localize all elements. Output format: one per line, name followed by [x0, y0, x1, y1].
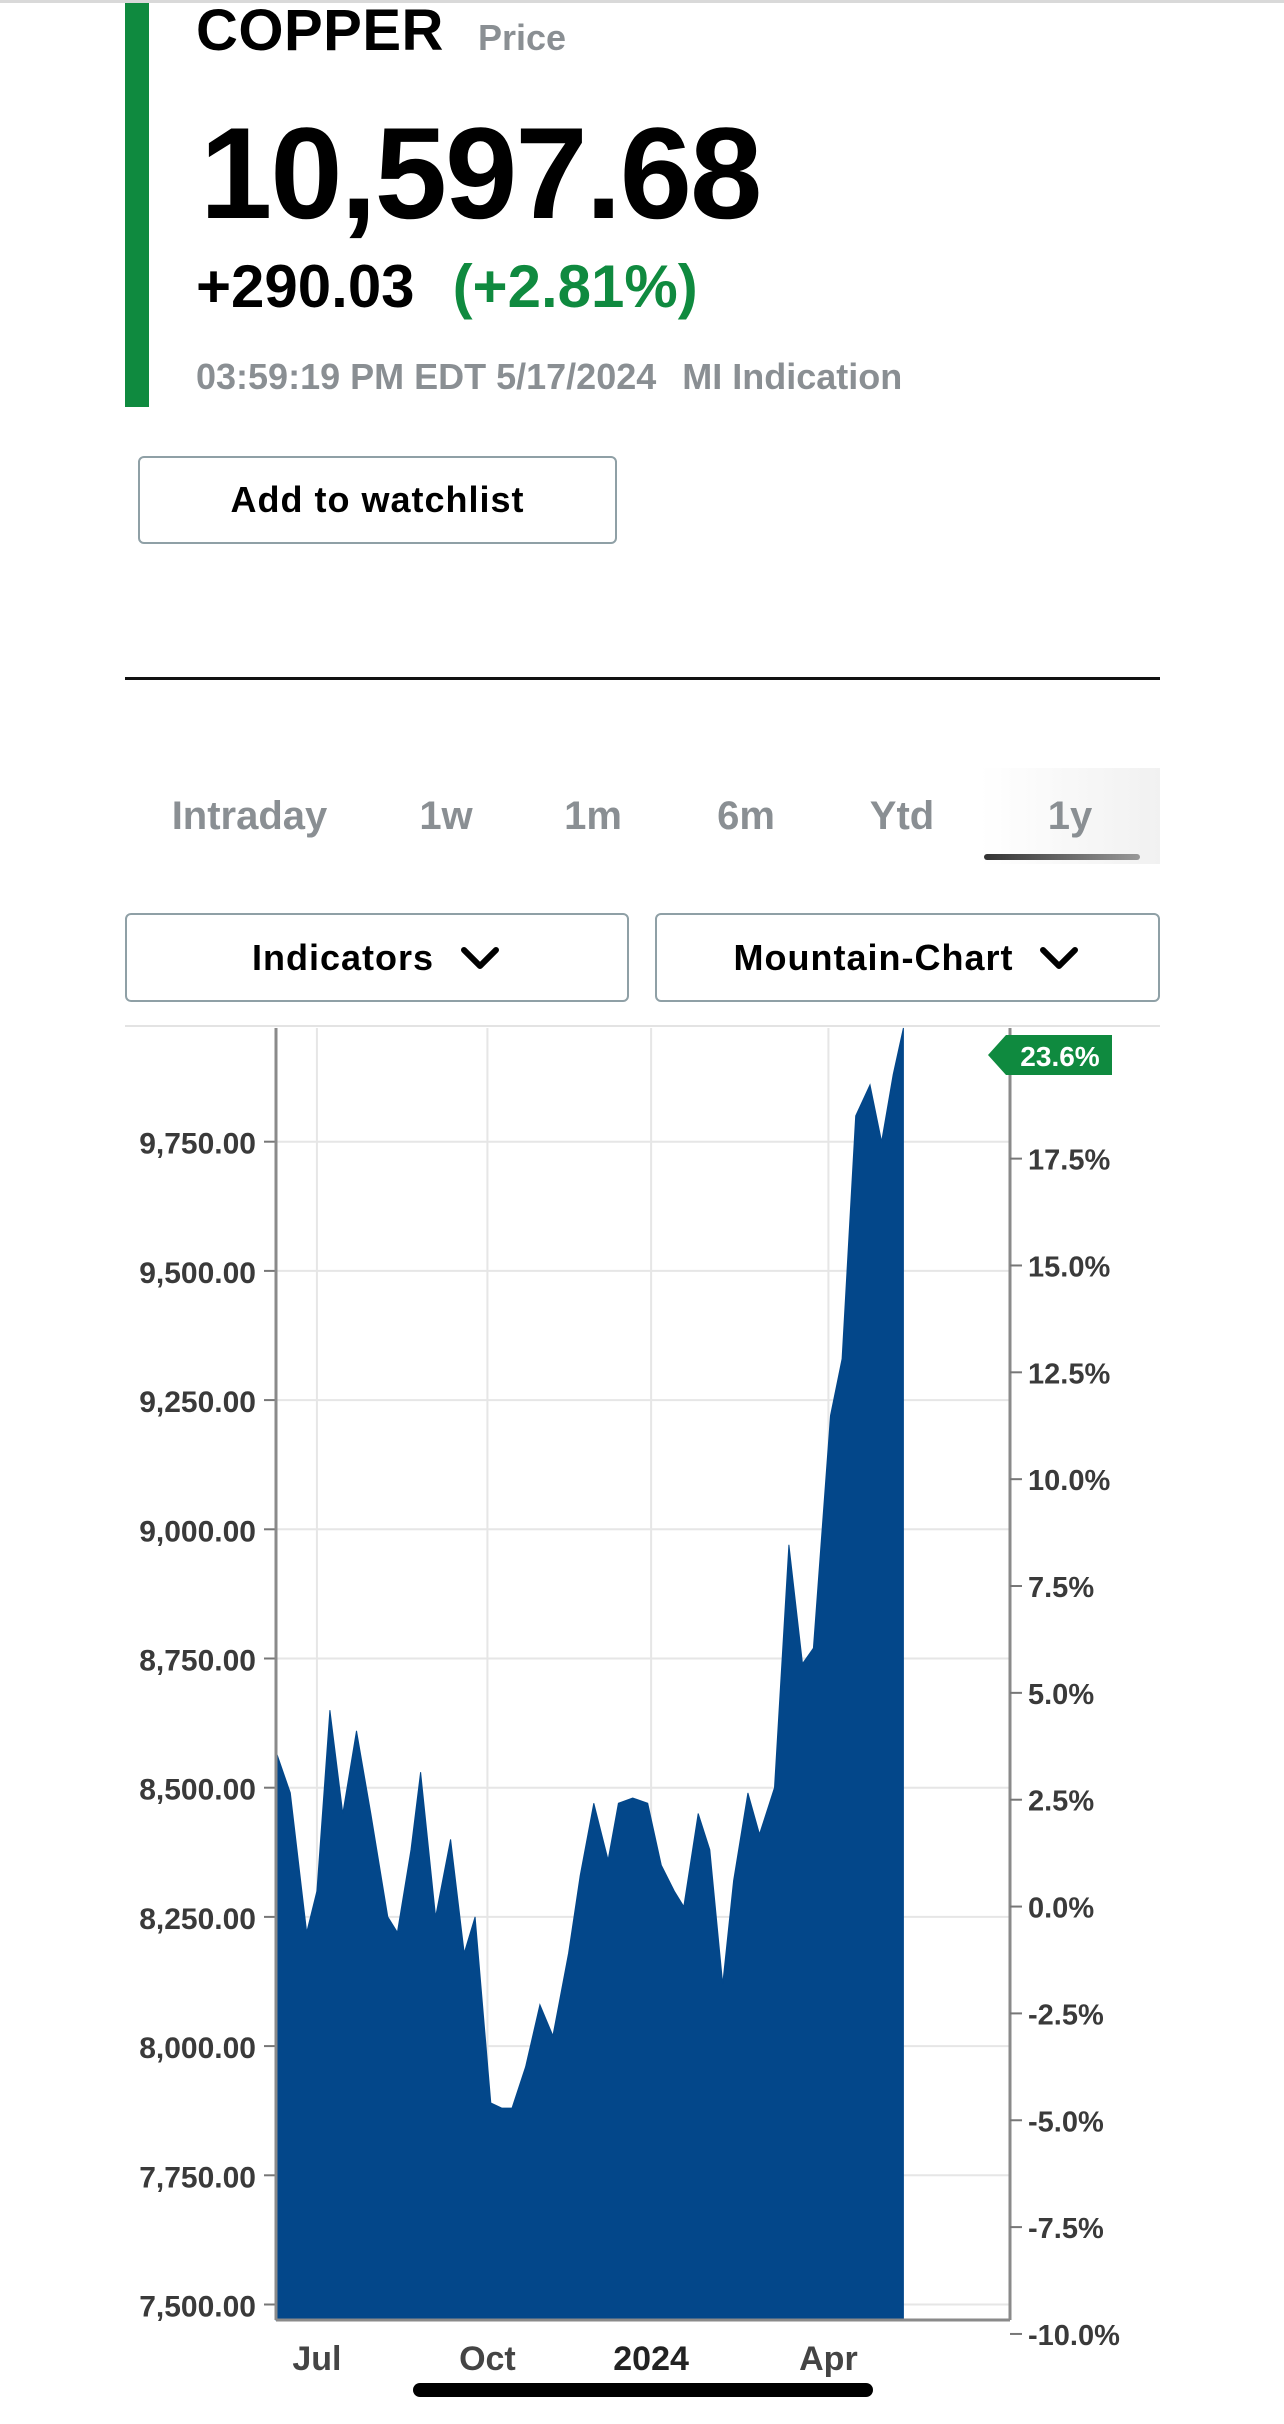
y-axis-label-left: 9,500.00	[139, 1257, 256, 1290]
price-change-percent: (+2.81%)	[452, 253, 698, 320]
home-indicator	[413, 2383, 873, 2397]
price-change-row: +290.03 (+2.81%)	[196, 252, 698, 322]
chevron-down-icon	[1040, 946, 1079, 969]
top-divider	[0, 0, 1284, 3]
tab-intraday[interactable]: Intraday	[171, 793, 328, 838]
tab-1m[interactable]: 1m	[564, 793, 622, 838]
indicators-dropdown[interactable]: Indicators	[125, 913, 629, 1002]
symbol-sub-label: Price	[477, 17, 567, 58]
symbol-header: COPPER Price	[196, 0, 566, 70]
symbol-name: COPPER	[196, 0, 444, 63]
y-axis-label-right: 10.0%	[1028, 1465, 1110, 1497]
y-axis-label-right: 15.0%	[1028, 1251, 1110, 1283]
y-axis-label-left: 8,750.00	[139, 1644, 256, 1677]
x-axis-label: 2024	[613, 2340, 689, 2378]
add-to-watchlist-button[interactable]: Add to watchlist	[138, 456, 617, 544]
change-accent-bar	[125, 3, 149, 407]
y-axis-label-right: -2.5%	[1028, 1999, 1104, 2031]
y-axis-label-left: 8,250.00	[139, 1903, 256, 1936]
y-axis-label-right: 7.5%	[1028, 1572, 1094, 1604]
last-price: 10,597.68	[200, 100, 762, 246]
y-axis-label-right: 12.5%	[1028, 1358, 1110, 1390]
current-percent-badge	[988, 1035, 1112, 1075]
price-area	[275, 1027, 904, 2321]
indicators-label: Indicators	[251, 936, 435, 978]
quote-source-label: MI Indication	[682, 356, 903, 397]
quote-timestamp: 03:59:19 PM EDT 5/17/2024	[196, 356, 657, 397]
time-range-tabs: Intraday 1w 1m 6m Ytd 1y	[125, 768, 1160, 864]
y-axis-label-right: 17.5%	[1028, 1145, 1110, 1177]
x-axis-label: Apr	[799, 2340, 858, 2378]
y-axis-label-right: 0.0%	[1028, 1893, 1094, 1925]
x-axis-label: Oct	[459, 2340, 516, 2378]
price-chart[interactable]: 7,500.00 7,750.00 8,000.00 8,250.00 8,500.00…	[0, 1020, 1284, 2424]
mountain-chart-svg: 7,500.00 7,750.00 8,000.00 8,250.00 8,500.00…	[125, 1025, 1160, 2378]
y-axis-label-left: 8,500.00	[139, 1774, 256, 1807]
y-axis-label-right: 5.0%	[1028, 1679, 1094, 1711]
y-axis-label-right: 2.5%	[1028, 1786, 1094, 1818]
chart-type-dropdown[interactable]: Mountain-Chart	[655, 913, 1160, 1002]
y-axis-label-right: -7.5%	[1028, 2213, 1104, 2245]
tab-1y[interactable]: 1y	[980, 768, 1160, 864]
y-axis-label-right: -5.0%	[1028, 2106, 1104, 2138]
section-divider	[125, 677, 1160, 680]
y-axis-label-left: 7,500.00	[139, 2290, 256, 2323]
tab-ytd[interactable]: Ytd	[869, 793, 935, 838]
y-axis-label-left: 9,750.00	[139, 1128, 256, 1161]
y-axis-label-left: 7,750.00	[139, 2161, 256, 2194]
chevron-down-icon	[461, 946, 500, 969]
current-percent-badge-label: 23.6%	[1020, 1041, 1099, 1072]
price-change: +290.03	[196, 253, 415, 320]
y-axis-label-left: 8,000.00	[139, 2032, 256, 2065]
tab-6m[interactable]: 6m	[717, 793, 775, 838]
quote-timestamp-row: 03:59:19 PM EDT 5/17/2024 MI Indication	[196, 356, 902, 398]
chart-type-label: Mountain-Chart	[733, 936, 1014, 978]
x-axis-label: Jul	[292, 2340, 341, 2378]
y-axis-label-left: 9,250.00	[139, 1386, 256, 1419]
y-axis-label-right: -10.0%	[1028, 2320, 1120, 2352]
y-axis-label-left: 9,000.00	[139, 1515, 256, 1548]
tab-1w[interactable]: 1w	[419, 793, 473, 838]
